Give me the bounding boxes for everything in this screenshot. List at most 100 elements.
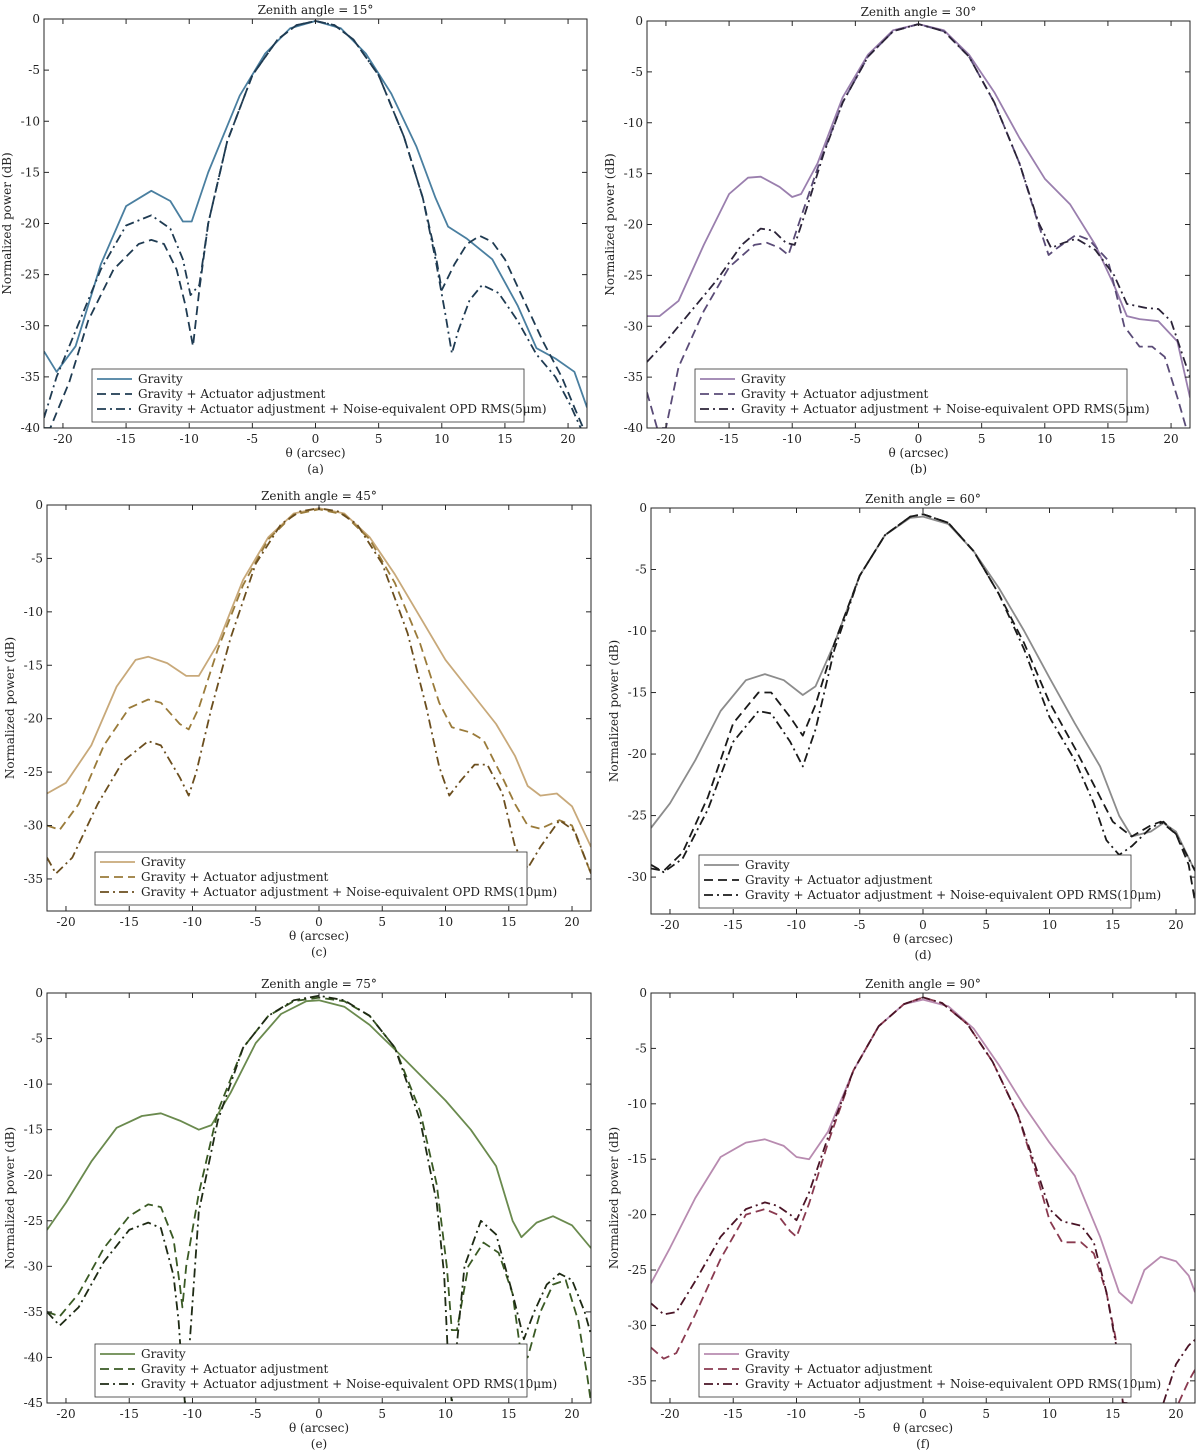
chart-panel-d: -20 -15 -10 -5 0 5 10 15 20 0 -5 -10 -15 -20 -25 -30 Zen… <box>607 492 1196 962</box>
y-tick-label: -10 <box>24 1077 43 1091</box>
x-tick-label: 0 <box>915 432 923 446</box>
x-tick-label: 15 <box>501 1407 516 1421</box>
x-tick-label: -10 <box>183 1407 202 1421</box>
x-tick-label: 10 <box>1042 1407 1057 1421</box>
y-axis-label: Normalized power (dB) <box>603 153 617 295</box>
x-tick-label: -20 <box>53 432 72 446</box>
y-tick-label: 0 <box>35 498 43 512</box>
y-tick-label: -25 <box>624 268 643 282</box>
x-tick-label: 10 <box>1042 918 1057 932</box>
y-tick-label: -30 <box>24 819 43 833</box>
chart-title: Zenith angle = 30° <box>861 5 977 19</box>
series-line-1 <box>47 996 591 1403</box>
legend-box <box>698 854 1132 909</box>
y-tick-label: -25 <box>21 268 40 282</box>
axes-frame <box>46 992 592 1404</box>
y-tick-label: -30 <box>24 1259 43 1273</box>
x-tick-label: 15 <box>501 915 516 929</box>
series-line-0 <box>651 515 1195 872</box>
x-tick-label: -15 <box>120 1407 139 1421</box>
legend-entry: Gravity <box>741 372 786 386</box>
legend-entry: Gravity + Actuator adjustment + Noise-eq… <box>745 888 1161 902</box>
axes-frame <box>650 507 1196 915</box>
legend-entry: Gravity + Actuator adjustment <box>141 1362 329 1376</box>
x-tick-label: -10 <box>783 432 802 446</box>
chart-title: Zenith angle = 90° <box>865 977 981 991</box>
series-group <box>47 994 591 1403</box>
y-tick-label: -25 <box>24 1214 43 1228</box>
panel-label: (e) <box>311 1437 327 1451</box>
x-tick-label: 10 <box>438 1407 453 1421</box>
series-line-1 <box>47 508 591 874</box>
y-tick-label: 0 <box>639 501 647 515</box>
chart-title: Zenith angle = 45° <box>261 489 377 503</box>
y-tick-label: -40 <box>21 421 40 435</box>
y-tick-label: -15 <box>628 686 647 700</box>
series-line-2 <box>47 507 591 875</box>
chart-title: Zenith angle = 60° <box>865 492 981 506</box>
x-tick-label: -15 <box>724 1407 743 1421</box>
panel-label: (f) <box>916 1437 930 1451</box>
legend-entry: Gravity + Actuator adjustment + Noise-eq… <box>745 1377 1161 1391</box>
y-tick-label: -30 <box>21 319 40 333</box>
y-tick-label: -10 <box>24 605 43 619</box>
y-tick-label: -35 <box>24 1305 43 1319</box>
x-tick-label: 0 <box>315 1407 323 1421</box>
x-tick-label: -20 <box>656 432 675 446</box>
x-tick-label: -15 <box>116 432 135 446</box>
y-axis-label: Normalized power (dB) <box>0 152 14 294</box>
x-tick-label: 5 <box>378 915 386 929</box>
series-line-2 <box>47 994 591 1403</box>
series-line-0 <box>651 998 1195 1305</box>
series-line-0 <box>47 999 591 1249</box>
x-tick-label: -15 <box>120 915 139 929</box>
series-line-2 <box>647 23 1190 378</box>
x-tick-label: 20 <box>1168 918 1183 932</box>
y-tick-label: -20 <box>21 217 40 231</box>
chart-panel-a: -20 -15 -10 -5 0 5 10 15 20 0 -5 -10 -15 -20 -25 -30 -35… <box>0 3 588 476</box>
y-tick-label: -20 <box>624 218 643 232</box>
chart-panel-e: -20 -15 -10 -5 0 5 10 15 20 0 -5 -10 -15 -20 -25 -30 -35… <box>3 977 592 1451</box>
x-tick-label: -5 <box>854 918 866 932</box>
y-tick-label: -25 <box>628 809 647 823</box>
series-group <box>47 507 591 875</box>
x-tick-label: -10 <box>183 915 202 929</box>
y-tick-label: -5 <box>635 563 647 577</box>
y-tick-label: -5 <box>28 63 40 77</box>
x-tick-label: -20 <box>660 918 679 932</box>
legend-entry: Gravity + Actuator adjustment + Noise-eq… <box>741 402 1150 416</box>
x-tick-label: 10 <box>434 432 449 446</box>
x-tick-label: 0 <box>312 432 320 446</box>
series-line-0 <box>44 20 587 408</box>
x-tick-label: -5 <box>247 432 259 446</box>
chart-panel-f: -20 -15 -10 -5 0 5 10 15 20 0 -5 -10 -15 -20 -25 -30 -35… <box>607 977 1196 1451</box>
x-axis-label: θ (arcsec) <box>289 929 349 943</box>
series-line-0 <box>647 23 1190 398</box>
panel-label: (a) <box>307 462 324 476</box>
legend-entry: Gravity + Actuator adjustment <box>745 873 933 887</box>
series-group <box>651 996 1195 1403</box>
series-group <box>44 20 587 428</box>
y-tick-label: -20 <box>628 1208 647 1222</box>
x-tick-label: 10 <box>438 915 453 929</box>
x-axis-label: θ (arcsec) <box>893 1421 953 1435</box>
y-tick-label: -5 <box>631 65 643 79</box>
series-line-1 <box>651 513 1195 902</box>
y-tick-label: -10 <box>21 114 40 128</box>
legend-entry: Gravity + Actuator adjustment <box>745 1362 933 1376</box>
series-line-2 <box>651 513 1195 874</box>
legend-entry: Gravity + Actuator adjustment + Noise-eq… <box>141 1377 557 1391</box>
series-group <box>647 23 1190 428</box>
legend-entry: Gravity + Actuator adjustment <box>138 387 326 401</box>
y-axis-label: Normalized power (dB) <box>607 1127 621 1269</box>
y-tick-label: -15 <box>624 167 643 181</box>
series-line-2 <box>44 20 582 428</box>
panel-label: (d) <box>914 948 931 962</box>
y-tick-label: -30 <box>628 870 647 884</box>
y-tick-label: 0 <box>32 12 40 26</box>
y-tick-label: 0 <box>35 986 43 1000</box>
